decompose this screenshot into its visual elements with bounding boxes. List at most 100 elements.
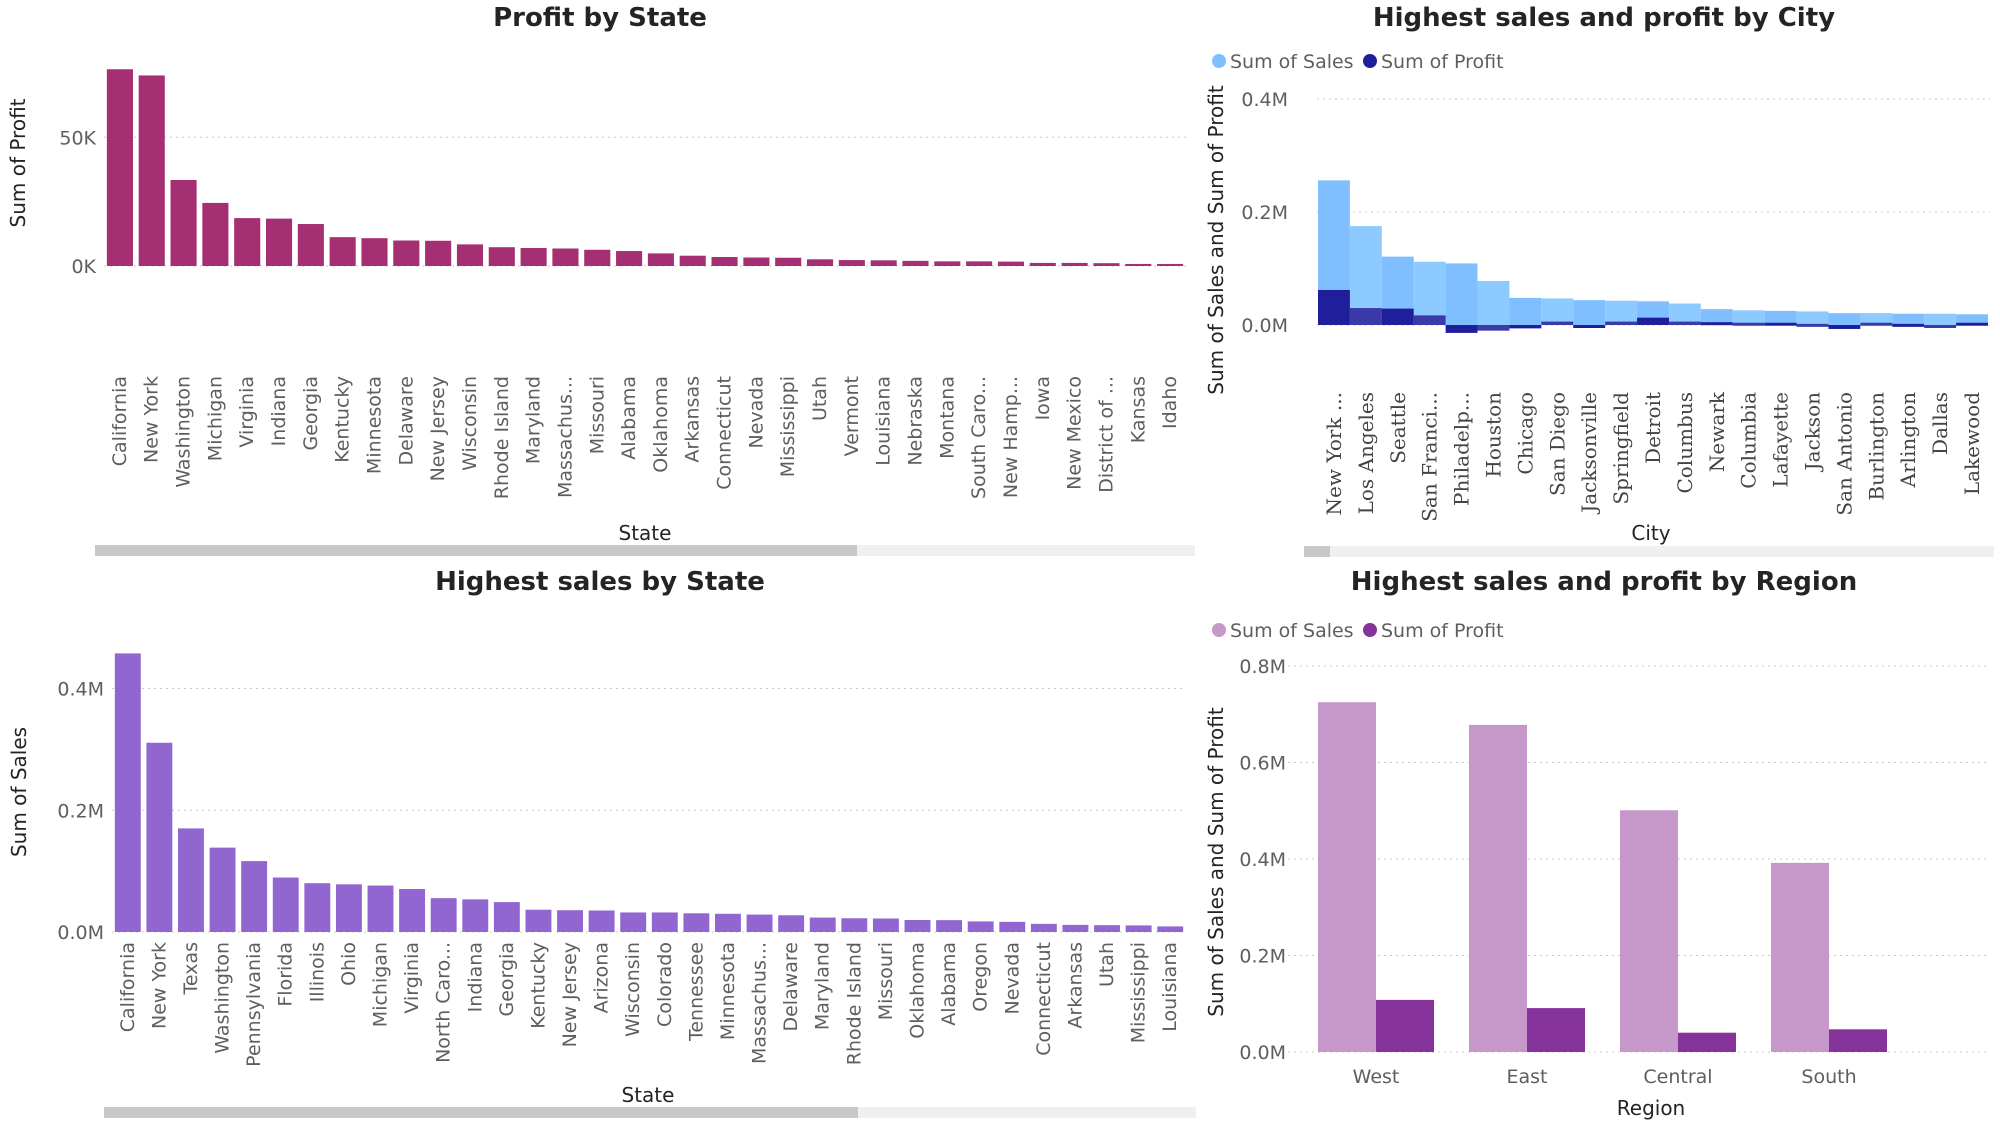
bar [1771,862,1829,1052]
sales-profit-by-region-chart: Highest sales and profit by Region Sum of… [1200,562,2000,1124]
bar [234,218,261,266]
bar [456,244,484,266]
x-tick-label: Nevada [745,376,767,449]
y-axis-title: Sum of Sales and Sum of Profit [1204,707,1228,1017]
sales-profit-by-city-svg: Highest sales and profit by City Sum of S… [1204,3,1994,557]
legend-label: Sum of Sales [1230,620,1354,642]
x-tick-label: California [109,376,131,466]
bar [1061,262,1088,266]
x-tick-label: Columbus [1673,392,1697,494]
bar [616,251,643,266]
bar [683,913,710,932]
x-tick-label: Idaho [1159,376,1181,429]
x-tick-label: Minnesota [717,942,739,1040]
x-tick-label: Central [1643,1066,1712,1088]
x-tick-label: East [1507,1066,1548,1088]
x-tick-label: Louisiana [873,376,895,466]
x-axis-title: State [619,521,672,545]
x-tick-label: New York ... [1322,392,1346,515]
bar [361,238,388,266]
bar [1125,263,1152,266]
x-tick-label: Florida [275,942,297,1007]
area-segment [1605,321,1638,325]
bar [870,260,897,266]
x-tick-label: New Jersey [559,942,581,1047]
y-tick-label: 50K [59,127,96,149]
x-tick-label: New Hamp... [1000,376,1022,498]
area-segment [1732,322,1765,326]
area-segment [1381,308,1414,325]
bar [138,75,165,266]
bar [1678,1032,1736,1052]
bar [106,69,133,267]
x-tick-label: Texas [180,942,202,996]
bar [552,248,579,266]
bar [778,915,805,932]
bar [809,917,836,932]
area-segment [1860,322,1893,326]
y-axis-title: Sum of Sales [7,727,31,857]
x-axis-title: City [1631,521,1670,545]
area-segment [1732,310,1765,325]
profit-by-state-chart: Profit by State Sum of Profit 0K 50K Califor… [0,0,1200,562]
bar [525,909,552,932]
bar [462,899,489,932]
y-tick-label: 0.0M [57,922,104,944]
x-axis-title: State [622,1083,675,1107]
y-tick-label: 0.2M [1241,202,1288,224]
x-tick-label: Oklahoma [907,942,929,1039]
bar [966,261,993,266]
area-segment [1605,300,1638,325]
scrollbar-thumb [95,545,857,556]
x-tick-label: Columbia [1737,392,1761,489]
area-segment [1828,313,1861,325]
bar [241,861,268,932]
x-tick-label: Iowa [1032,376,1054,420]
x-tick-label: Maryland [812,942,834,1030]
area-segment [1318,289,1350,325]
x-axis-title: Region [1617,1096,1685,1120]
x-tick-label: Connecticut [714,376,736,490]
x-tick-label: Houston [1481,392,1505,478]
x-tick-label: Delaware [395,376,417,466]
x-tick-label: Maryland [523,376,545,464]
chart-title: Highest sales and profit by Region [1351,567,1857,597]
x-tick-label: North Caro... [433,942,455,1063]
area-segment [1349,308,1382,325]
area-segment [1860,313,1893,325]
bar [367,885,394,932]
x-tick-label: Pennsylvania [243,942,265,1067]
x-tick-label: Montana [936,376,958,459]
x-tick-label: Kansas [1127,376,1149,443]
bar [209,847,236,932]
x-tick-label: Indiana [464,942,486,1012]
bar [520,247,547,266]
x-tick-label: Kentucky [527,942,549,1029]
area-segment [1956,314,1988,325]
x-tick-label: Michigan [370,942,392,1027]
bar [967,921,994,932]
legend-label: Sum of Profit [1381,51,1504,73]
bar [647,253,674,266]
scrollbar-track [1304,546,1994,557]
scrollbar-thumb [1304,546,1330,557]
x-tick-label: New York [141,376,163,463]
area-segment [1892,323,1925,327]
x-tick-label: South Caro... [968,376,990,499]
bar [651,912,678,932]
x-tick-label: Virginia [401,942,423,1014]
area-segment [1573,300,1606,325]
x-tick-label: Georgia [496,942,518,1017]
x-tick-label: Ohio [338,942,360,986]
y-tick-label: 0.4M [1241,89,1288,111]
x-tick-label: Missouri [586,376,608,454]
bar [872,918,899,932]
area-segment [1477,325,1510,331]
bar [297,224,324,266]
x-tick-label: New York [148,942,170,1029]
x-tick-label: South [1801,1066,1856,1088]
x-tick-label: Jackson [1801,392,1825,473]
x-tick-label: Minnesota [364,376,386,474]
x-tick-label: Virginia [236,376,258,448]
bar [934,261,961,266]
